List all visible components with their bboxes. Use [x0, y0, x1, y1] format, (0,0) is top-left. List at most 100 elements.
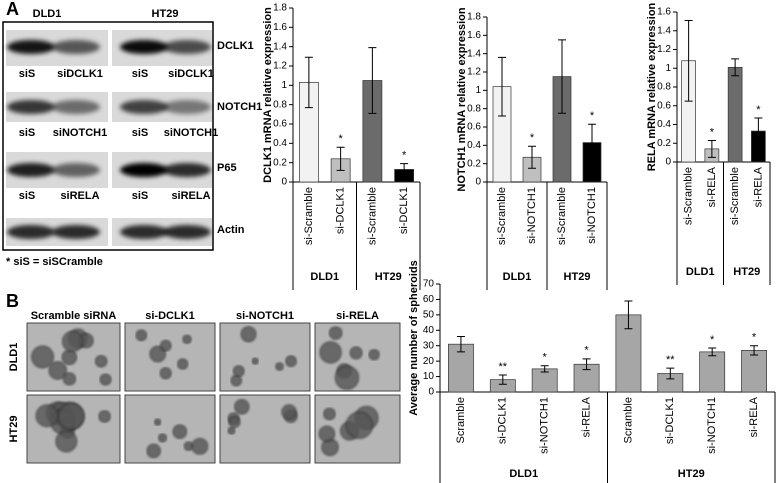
error-bar: [624, 300, 633, 330]
lane-label: siRELA: [60, 190, 99, 202]
significance-label: *: [338, 133, 343, 145]
spheroid: [234, 399, 250, 415]
spheroid: [55, 430, 78, 453]
lane-label: siRELA: [171, 190, 210, 202]
spheroid: [177, 358, 189, 370]
lane-label: siS: [19, 127, 36, 139]
lane-label: siS: [19, 68, 36, 80]
micrograph-row-label: HT29: [8, 416, 20, 443]
significance-label: *: [710, 126, 715, 138]
error-bar: [498, 56, 506, 117]
y-tick-label: 40: [423, 325, 435, 336]
micrograph-column-label: si-DCLK1: [145, 310, 195, 322]
error-bar: [754, 117, 763, 145]
error-bar: [666, 367, 675, 380]
spheroid: [62, 330, 84, 353]
micrograph-column-label: si-RELA: [336, 310, 379, 322]
lane-label: siS: [132, 127, 149, 139]
x-tick-label: si-DCLK1: [664, 397, 676, 444]
error-bar: [731, 58, 740, 77]
lane-label: siS: [132, 68, 149, 80]
spheroid: [318, 425, 336, 443]
spheroid: [328, 326, 343, 340]
cell-line-label: HT29: [152, 8, 179, 20]
y-tick-label: 10: [423, 371, 435, 382]
y-tick-label: 1.4: [467, 48, 481, 59]
spheroid: [334, 365, 360, 390]
spheroid: [281, 404, 297, 420]
error-bar: [456, 335, 465, 353]
micrograph-column-label: Scramble siRNA: [31, 310, 117, 322]
blot-band: [163, 225, 211, 239]
y-tick-label: 0.2: [467, 158, 481, 169]
x-tick-label: Scramble: [455, 397, 467, 443]
y-tick-label: 20: [423, 356, 435, 367]
spheroid: [135, 329, 148, 342]
y-tick-label: 1.6: [657, 7, 671, 18]
blot-band: [163, 40, 211, 54]
spheroid: [62, 372, 77, 386]
significance-label: **: [499, 361, 508, 373]
y-tick-label: 1.6: [273, 22, 287, 33]
bar: [699, 351, 726, 393]
y-tick-label: 1: [281, 80, 287, 91]
y-tick-label: 0.6: [467, 122, 481, 133]
x-tick-label: si-Scramble: [683, 167, 695, 225]
spheroid: [182, 334, 192, 345]
spheroid: [230, 374, 242, 387]
y-tick-label: 1.2: [273, 61, 287, 72]
spheroid: [149, 345, 167, 363]
error-bar: [368, 47, 377, 114]
y-tick-label: 1.8: [273, 3, 287, 14]
y-tick-label: 70: [423, 279, 435, 290]
significance-label: *: [752, 332, 757, 344]
error-bar: [400, 163, 409, 176]
error-bar: [588, 123, 596, 162]
significance-label: *: [402, 150, 407, 162]
spheroid: [31, 345, 55, 369]
spheroid: [191, 437, 209, 455]
y-tick-label: 1.8: [467, 12, 481, 23]
error-bar: [304, 56, 313, 109]
spheroid: [146, 443, 161, 459]
spheroid: [61, 349, 78, 366]
error-bar: [582, 358, 591, 371]
y-tick-label: 1: [665, 63, 671, 74]
y-tick-label: 0.8: [467, 103, 481, 114]
spheroid: [285, 355, 297, 367]
lane-label: siNOTCH1: [164, 127, 218, 139]
micrograph-column-label: si-NOTCH1: [236, 310, 294, 322]
spheroid: [159, 339, 172, 352]
x-tick-label: si-DCLK1: [497, 397, 509, 444]
cell-line-label: DLD1: [33, 8, 62, 20]
spheroid: [275, 362, 284, 371]
blot-band: [163, 100, 211, 114]
protein-label: Actin: [217, 224, 245, 236]
blot-band: [52, 100, 100, 114]
blot-band: [120, 100, 168, 114]
y-tick-label: 1.2: [657, 44, 671, 55]
y-tick-label: 0.2: [657, 138, 671, 149]
protein-label: P65: [217, 162, 237, 174]
blot-frame: [2, 21, 214, 251]
spheroid: [251, 357, 259, 365]
spheroid: [323, 407, 336, 421]
y-tick-label: 0.6: [273, 119, 287, 130]
blot-band: [52, 163, 100, 177]
y-tick-label: 0.4: [657, 119, 671, 130]
blot-band: [7, 163, 55, 177]
blot-band: [7, 100, 55, 114]
group-label: HT29: [733, 266, 760, 278]
panel-label: B: [6, 291, 19, 311]
micrograph-row-label: DLD1: [8, 343, 20, 372]
x-tick-label: si-NOTCH1: [539, 397, 551, 454]
y-tick-label: 50: [423, 309, 435, 320]
significance-label: *: [756, 104, 761, 116]
error-bar: [708, 347, 717, 357]
x-tick-label: si-NOTCH1: [526, 187, 538, 244]
spheroid: [319, 341, 342, 364]
x-tick-label: si-RELA: [706, 166, 718, 207]
significance-label: *: [543, 352, 548, 364]
blot-band: [120, 40, 168, 54]
x-tick-label: si-RELA: [748, 396, 760, 437]
